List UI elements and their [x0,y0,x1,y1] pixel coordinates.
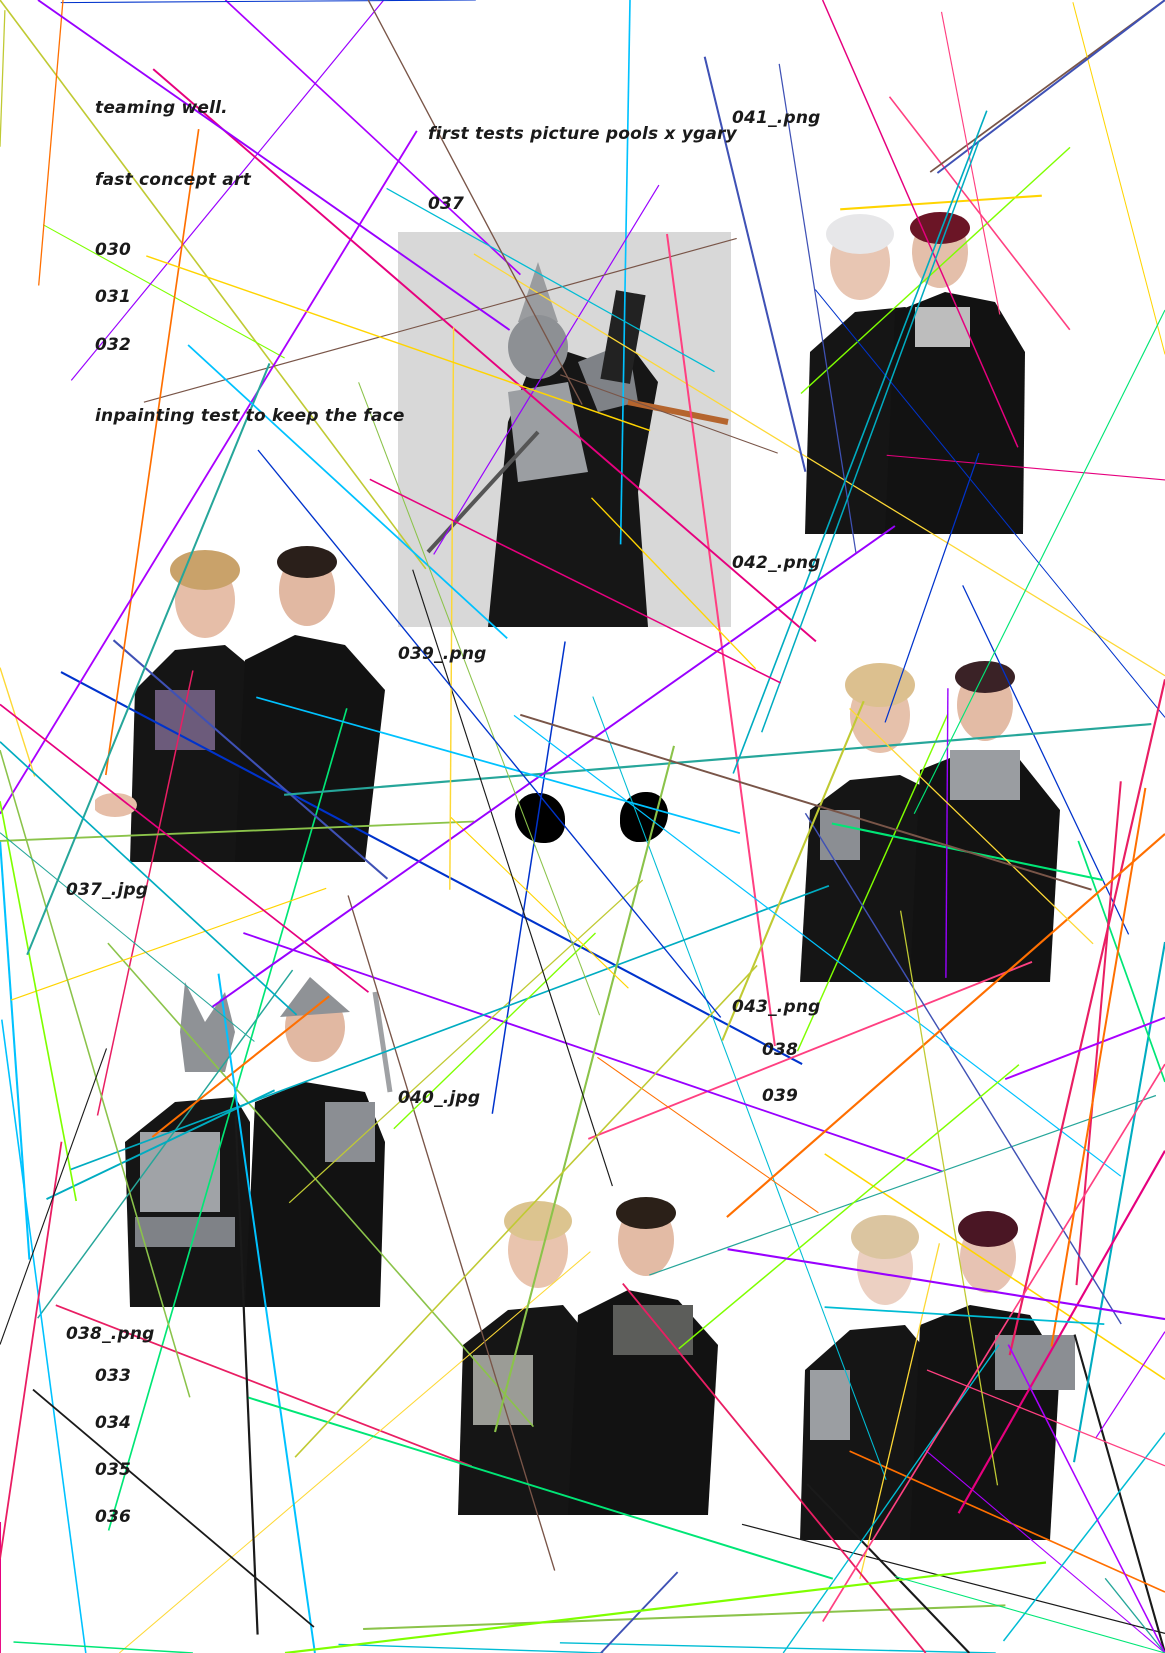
scribble-line [741,1523,1165,1634]
note-036: 036 [95,1507,132,1527]
note-034: 034 [95,1413,132,1433]
scribble-line [32,1388,315,1628]
note-033: 033 [95,1366,132,1386]
note-031: 031 [95,287,132,307]
scribble-line [597,1056,819,1214]
scribble-line [929,0,1165,173]
black-blob-left [515,793,565,843]
scribble-line [284,1561,1047,1653]
note-030: 030 [95,240,132,260]
note-concept: fast concept art [95,170,251,190]
scribble-line [450,816,629,989]
file-038: 038_.png [66,1324,155,1344]
note-038: 038 [762,1040,799,1060]
scribble-line [1095,1331,1165,1439]
note-039: 039 [762,1086,799,1106]
photo-pair-039 [95,540,397,862]
scribble-line [60,0,476,4]
scribble-line [0,667,36,777]
scribble-line [491,641,566,1114]
photo-armored-knight-037 [398,232,731,627]
scribble-line [42,224,285,359]
file-040: 040_.jpg [398,1088,481,1108]
photo-pair-042 [760,660,1095,982]
photo-pair-armor-b [760,1205,1100,1540]
note-035: 035 [95,1460,132,1480]
scribble-line [1004,1016,1165,1080]
black-blob-right [620,792,668,842]
note-first-tests: first tests picture pools x ygary [428,124,737,144]
note-teaming: teaming well. [95,98,228,118]
file-037: 037_.jpg [66,880,149,900]
scribble-line [13,1641,193,1653]
scribble-line [70,0,385,381]
file-042: 042_.png [732,553,821,573]
note-inpainting: inpainting test to keep the face [95,406,405,426]
scribble-line [894,1575,1165,1653]
scribble-line [587,961,1033,1140]
photo-pair-armor-a [418,1195,738,1515]
scribble-line [559,1642,996,1653]
scribble-line [38,0,64,286]
scribble-line [363,1604,1006,1631]
scribble-line [0,801,78,1202]
file-041: 041_.png [732,108,821,128]
scribble-line [0,10,6,147]
scribble-line [840,194,1042,211]
scribble-line [1104,1577,1165,1653]
scribble-line [0,840,31,1260]
scribble-line [936,0,1165,174]
scribble-line [338,1643,604,1653]
scribble-line [0,0,427,570]
scribble-line [0,1141,63,1560]
file-043: 043_.png [732,997,821,1017]
note-037: 037 [428,194,465,214]
photo-pair-041 [795,212,1030,534]
photo-pair-040 [75,972,400,1307]
note-032: 032 [95,335,132,355]
scribble-line [1072,2,1165,355]
file-039: 039_.png [398,644,487,664]
scribble-line [600,1571,679,1653]
